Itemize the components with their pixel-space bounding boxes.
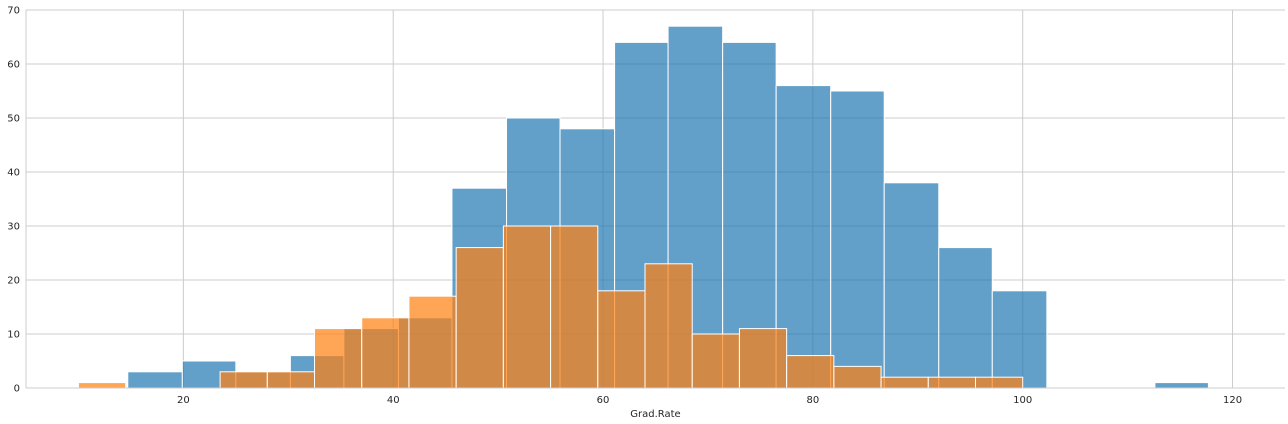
bars-layer xyxy=(77,25,1209,389)
histogram-bar-series-2 xyxy=(550,225,599,389)
y-tick-label: 60 xyxy=(7,60,20,71)
histogram-bar-series-2 xyxy=(266,371,316,389)
histogram-bar-series-1 xyxy=(938,247,993,389)
histogram-bar-series-2 xyxy=(314,328,363,389)
y-tick-label: 50 xyxy=(7,114,20,125)
histogram-bar-series-2 xyxy=(408,295,457,389)
x-tick-label: 120 xyxy=(1223,395,1242,406)
y-tick-label: 40 xyxy=(7,168,20,179)
histogram-bar-series-2 xyxy=(219,371,268,389)
x-tick-label: 80 xyxy=(807,395,820,406)
ticks-layer: 0 10 20 30 40 50 60 70 20 40 60 80 100 120 xyxy=(7,6,1242,407)
histogram-bar-series-2 xyxy=(644,263,693,389)
histogram-bar-series-2 xyxy=(880,376,929,389)
histogram-bar-series-2 xyxy=(597,290,646,389)
x-tick-label: 60 xyxy=(597,395,610,406)
y-tick-label: 70 xyxy=(7,6,20,17)
y-tick-label: 0 xyxy=(14,384,20,395)
histogram-bar-series-2 xyxy=(455,247,504,389)
histogram-bar-series-2 xyxy=(738,328,788,389)
y-tick-label: 30 xyxy=(7,222,20,233)
x-tick-label: 100 xyxy=(1013,395,1032,406)
histogram-bar-series-2 xyxy=(361,317,410,389)
histogram-bar-series-1 xyxy=(1154,382,1209,389)
y-tick-label: 20 xyxy=(7,276,20,287)
histogram-bar-series-1 xyxy=(830,90,885,389)
y-tick-label: 10 xyxy=(7,330,20,341)
histogram-bar-series-1 xyxy=(883,182,940,389)
histogram-bar-series-2 xyxy=(974,376,1024,389)
histogram-bar-series-2 xyxy=(77,382,127,389)
histogram-bar-series-2 xyxy=(833,365,882,389)
histogram-bar-series-2 xyxy=(502,225,552,389)
histogram-bar-series-1 xyxy=(991,290,1048,389)
x-axis-label: Grad.Rate xyxy=(630,409,680,420)
x-tick-label: 20 xyxy=(177,395,190,406)
histogram-bar-series-1 xyxy=(127,371,183,389)
histogram-bar-series-2 xyxy=(927,376,976,389)
x-tick-label: 40 xyxy=(387,395,400,406)
histogram-bar-series-2 xyxy=(691,333,740,389)
histogram-bar-series-2 xyxy=(786,355,835,389)
spines-layer xyxy=(25,10,1285,389)
